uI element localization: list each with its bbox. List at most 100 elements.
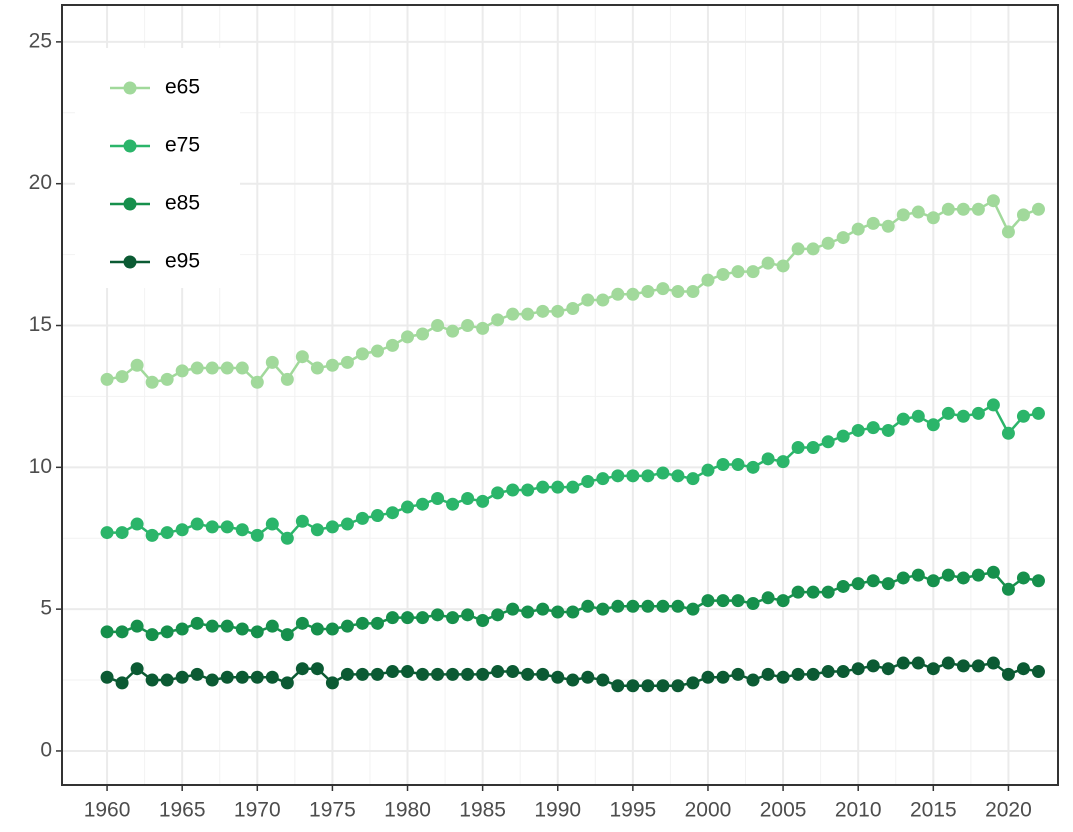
point bbox=[385, 665, 399, 679]
point bbox=[911, 205, 925, 219]
point bbox=[1001, 225, 1015, 239]
point bbox=[956, 202, 970, 216]
point bbox=[671, 599, 685, 613]
point bbox=[1031, 202, 1045, 216]
point bbox=[761, 256, 775, 270]
point bbox=[596, 472, 610, 486]
point bbox=[596, 293, 610, 307]
point bbox=[235, 523, 249, 537]
point bbox=[731, 265, 745, 279]
point bbox=[355, 511, 369, 525]
point bbox=[911, 568, 925, 582]
point bbox=[190, 667, 204, 681]
legend-label: e95 bbox=[165, 250, 200, 273]
point bbox=[235, 622, 249, 636]
point bbox=[115, 625, 129, 639]
legend-point bbox=[123, 197, 137, 211]
point bbox=[746, 265, 760, 279]
point bbox=[866, 421, 880, 435]
point bbox=[130, 358, 144, 372]
point bbox=[235, 361, 249, 375]
point bbox=[986, 398, 1000, 412]
point bbox=[100, 670, 114, 684]
x-tick-label: 1990 bbox=[534, 799, 581, 822]
point bbox=[1016, 409, 1030, 423]
point bbox=[986, 194, 1000, 208]
point bbox=[701, 594, 715, 608]
point bbox=[656, 466, 670, 480]
point bbox=[431, 667, 445, 681]
point bbox=[1016, 571, 1030, 585]
point bbox=[986, 656, 1000, 670]
point bbox=[416, 611, 430, 625]
point bbox=[476, 321, 490, 335]
point bbox=[476, 494, 490, 508]
point bbox=[551, 670, 565, 684]
point bbox=[325, 520, 339, 534]
point bbox=[746, 673, 760, 687]
point bbox=[641, 469, 655, 483]
point bbox=[701, 463, 715, 477]
legend: e65 e75 e85 e95 bbox=[75, 48, 240, 288]
point bbox=[100, 625, 114, 639]
point bbox=[1016, 208, 1030, 222]
point bbox=[385, 338, 399, 352]
point bbox=[656, 599, 670, 613]
point bbox=[716, 457, 730, 471]
legend-point bbox=[123, 81, 137, 95]
point bbox=[626, 469, 640, 483]
point bbox=[416, 497, 430, 511]
point bbox=[716, 267, 730, 281]
x-tick-label: 1970 bbox=[234, 799, 281, 822]
point bbox=[671, 284, 685, 298]
point bbox=[461, 492, 475, 506]
point bbox=[926, 211, 940, 225]
point bbox=[776, 594, 790, 608]
point bbox=[731, 667, 745, 681]
point bbox=[686, 602, 700, 616]
point bbox=[881, 577, 895, 591]
point bbox=[731, 594, 745, 608]
point bbox=[566, 301, 580, 315]
point bbox=[716, 670, 730, 684]
legend-point bbox=[123, 139, 137, 153]
point bbox=[476, 667, 490, 681]
point bbox=[220, 520, 234, 534]
point bbox=[656, 282, 670, 296]
y-tick-label: 20 bbox=[29, 171, 52, 194]
point bbox=[581, 293, 595, 307]
point bbox=[881, 662, 895, 676]
legend-label: e75 bbox=[165, 134, 200, 157]
point bbox=[956, 659, 970, 673]
point bbox=[701, 670, 715, 684]
point bbox=[506, 602, 520, 616]
point bbox=[731, 457, 745, 471]
point bbox=[295, 350, 309, 364]
point bbox=[791, 667, 805, 681]
point bbox=[130, 662, 144, 676]
point bbox=[145, 673, 159, 687]
point bbox=[340, 517, 354, 531]
point bbox=[385, 611, 399, 625]
point bbox=[836, 231, 850, 245]
point bbox=[370, 667, 384, 681]
point bbox=[115, 370, 129, 384]
point bbox=[641, 284, 655, 298]
point bbox=[220, 670, 234, 684]
point bbox=[791, 242, 805, 256]
point bbox=[130, 619, 144, 633]
point bbox=[491, 608, 505, 622]
point bbox=[370, 616, 384, 630]
point bbox=[115, 676, 129, 690]
y-tick-label: 0 bbox=[40, 739, 52, 762]
x-tick-label: 1985 bbox=[459, 799, 506, 822]
point bbox=[521, 483, 535, 497]
point bbox=[866, 216, 880, 230]
point bbox=[355, 347, 369, 361]
point bbox=[806, 585, 820, 599]
point bbox=[536, 304, 550, 318]
point bbox=[821, 665, 835, 679]
point bbox=[821, 435, 835, 449]
point bbox=[971, 659, 985, 673]
